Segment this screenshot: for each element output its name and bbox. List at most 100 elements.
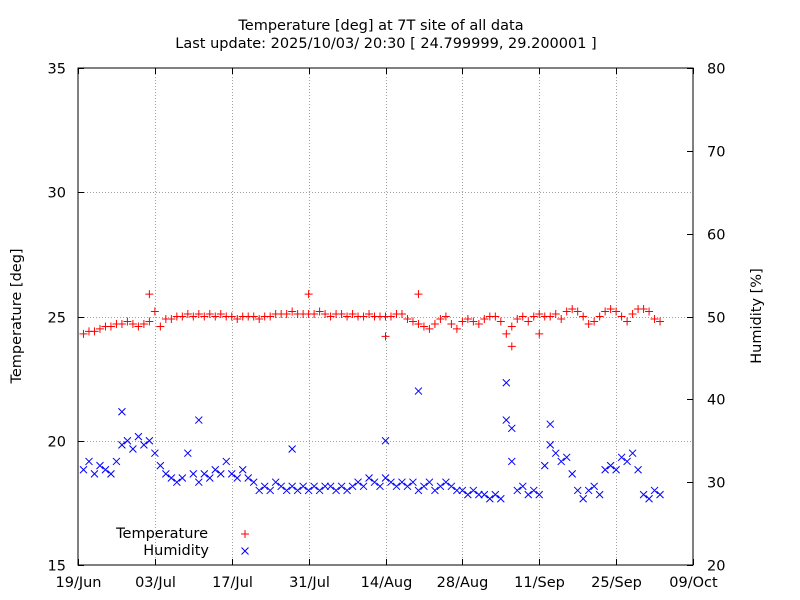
humidity-point	[409, 478, 417, 487]
temperature-point	[546, 312, 555, 321]
temperature-point	[211, 312, 220, 321]
humidity-point	[326, 482, 335, 491]
temperature-point	[645, 307, 654, 316]
humidity-point	[623, 457, 631, 466]
temperature-point	[227, 312, 236, 321]
humidity-point	[458, 486, 467, 495]
temperature-point	[156, 322, 165, 331]
temperature-point	[134, 322, 143, 331]
humidity-point	[628, 449, 637, 458]
temperature-point	[474, 319, 483, 328]
temperature-point	[408, 317, 417, 326]
humidity-point	[299, 482, 307, 491]
humidity-point	[145, 436, 154, 445]
humidity-point	[453, 486, 461, 495]
humidity-point	[293, 486, 302, 495]
humidity-point	[194, 416, 203, 424]
y2-tick-label: 50	[707, 311, 725, 327]
temperature-point	[266, 312, 275, 321]
humidity-point	[211, 465, 220, 474]
legend: Temperature Humidity	[115, 526, 249, 559]
humidity-point	[502, 378, 511, 387]
humidity-point	[156, 461, 165, 470]
temperature-point	[502, 329, 511, 338]
humidity-point	[233, 474, 242, 482]
temperature-point	[579, 312, 588, 321]
temperature-point	[321, 310, 330, 319]
humidity-point	[447, 482, 456, 491]
humidity-point	[304, 486, 313, 495]
temperature-point	[628, 310, 637, 319]
humidity-point	[546, 420, 555, 429]
humidity-point	[420, 482, 428, 491]
humidity-point	[129, 445, 137, 453]
y2-tick-label: 30	[707, 476, 725, 492]
temperature-point	[623, 317, 632, 326]
temperature-point	[139, 319, 148, 328]
humidity-point	[205, 474, 214, 482]
humidity-point	[590, 482, 599, 491]
humidity-point	[321, 482, 329, 491]
temperature-point	[507, 342, 516, 351]
temperature-point	[343, 312, 352, 321]
humidity-point	[354, 478, 362, 487]
humidity-point	[469, 486, 478, 495]
legend-label-temperature: Temperature	[115, 526, 208, 542]
humidity-point	[255, 486, 264, 495]
legend-plus-mark	[241, 530, 249, 538]
humidity-point	[573, 486, 582, 495]
humidity-point	[90, 470, 99, 478]
plot-border	[77, 67, 694, 566]
legend-marker-temperature	[241, 530, 249, 538]
humidity-point	[584, 486, 593, 495]
temperature-point	[337, 310, 346, 319]
temperature-point	[469, 317, 478, 326]
humidity-point	[414, 387, 423, 395]
temperature-point	[617, 312, 626, 321]
humidity-point	[249, 478, 258, 487]
temperature-point	[419, 322, 428, 331]
humidity-point	[123, 436, 132, 445]
x-tick-label: 28/Aug	[437, 575, 489, 591]
humidity-point	[381, 436, 390, 445]
humidity-point	[343, 486, 351, 495]
humidity-point	[639, 490, 648, 499]
humidity-point	[288, 445, 297, 453]
humidity-point	[474, 490, 483, 499]
temperature-point	[117, 319, 126, 328]
humidity-point	[535, 490, 544, 499]
temperature-point	[194, 310, 203, 319]
temperature-point	[458, 317, 467, 326]
humidity-point	[524, 490, 533, 499]
temperature-point	[381, 332, 390, 341]
humidity-point	[101, 465, 110, 474]
humidity-point	[656, 490, 664, 499]
temperature-point	[573, 307, 582, 316]
humidity-point	[96, 461, 104, 470]
legend-x-mark	[241, 547, 249, 555]
humidity-point	[107, 470, 115, 478]
x-tick-label: 17/Jul	[212, 575, 253, 591]
humidity-point	[414, 486, 423, 495]
humidity-point	[118, 407, 126, 416]
humidity-point	[612, 465, 620, 474]
humidity-point	[271, 478, 280, 487]
y2-tick-label: 60	[707, 228, 725, 244]
humidity-point	[162, 470, 170, 478]
humidity-point	[238, 465, 247, 474]
humidity-point	[546, 441, 555, 449]
temperature-point	[425, 324, 434, 333]
temperature-point	[288, 307, 297, 316]
chart-title-line-1: Temperature [deg] at 7T site of all data	[237, 18, 523, 34]
temperature-point	[90, 327, 99, 336]
humidity-point	[172, 478, 181, 487]
temperature-point	[606, 305, 615, 314]
temperature-point	[441, 312, 450, 321]
temperature-point	[414, 290, 423, 299]
legend-label-humidity: Humidity	[143, 543, 209, 559]
temperature-point	[584, 319, 593, 328]
temperature-point	[414, 319, 423, 328]
humidity-point	[315, 486, 324, 495]
temperature-point	[535, 310, 544, 319]
y2-tick-label: 40	[707, 393, 725, 409]
